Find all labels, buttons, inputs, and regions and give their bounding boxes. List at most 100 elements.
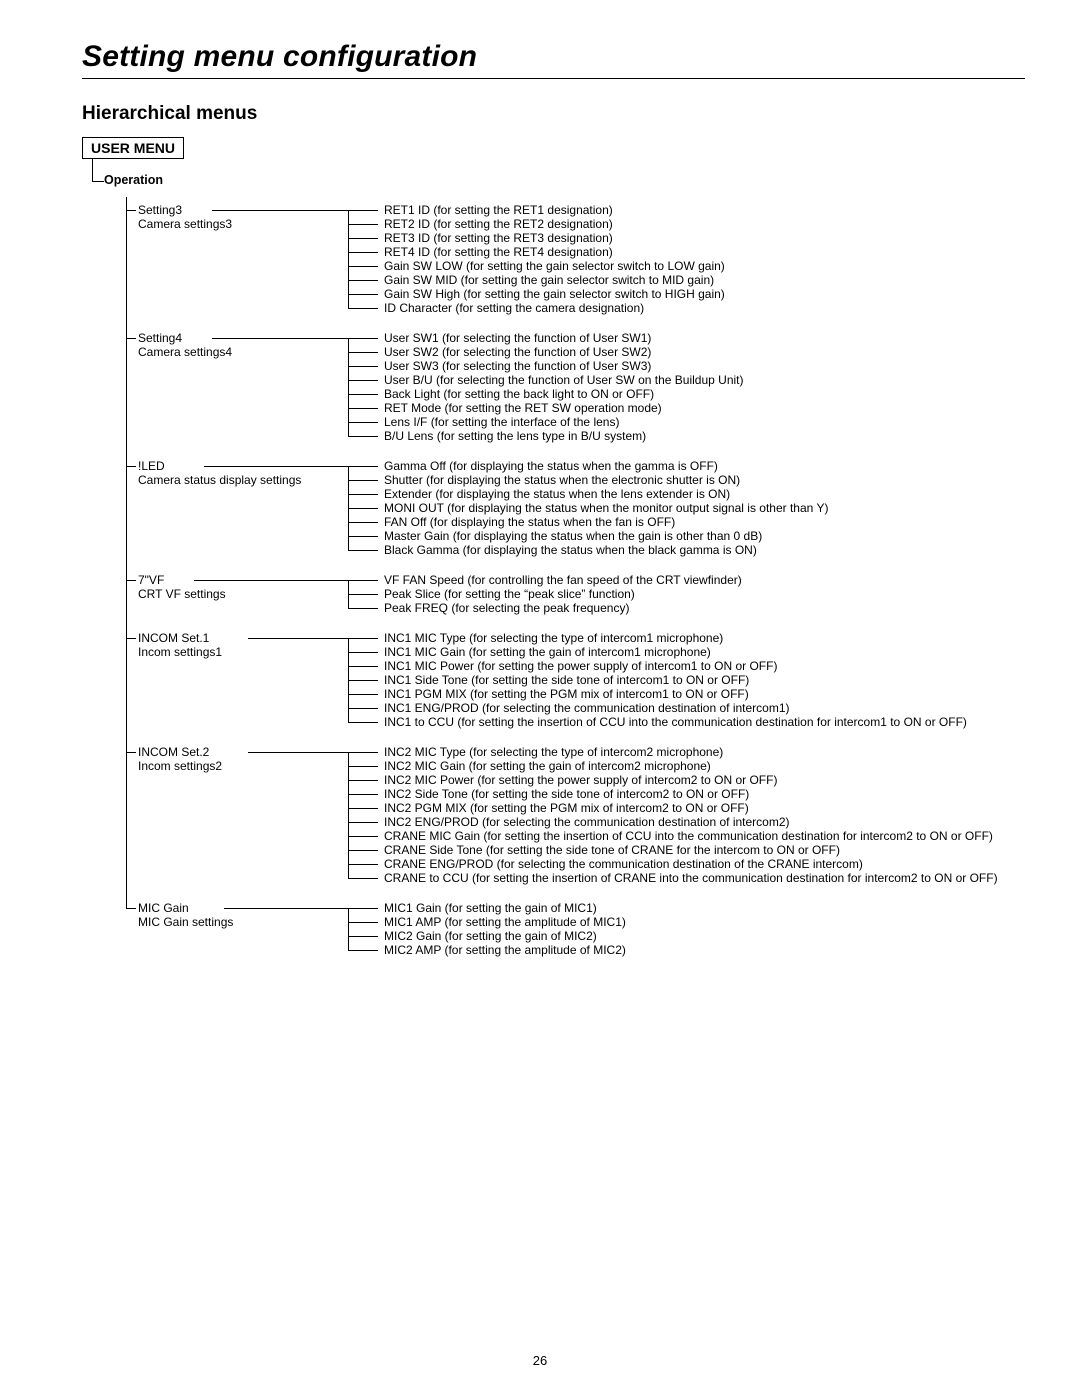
items-list: User SW1 (for selecting the function of … bbox=[348, 331, 1025, 443]
tree-tick bbox=[348, 522, 378, 523]
menu-group: !LEDCamera status display settingsGamma … bbox=[118, 459, 1025, 557]
group-left: !LEDCamera status display settings bbox=[118, 459, 348, 487]
menu-item: INC2 MIC Type (for selecting the type of… bbox=[348, 745, 1025, 759]
group-label-secondary: Camera settings4 bbox=[138, 345, 348, 359]
menu-group: INCOM Set.1Incom settings1INC1 MIC Type … bbox=[118, 631, 1025, 729]
tree-tick bbox=[126, 752, 136, 753]
group-right: INC2 MIC Type (for selecting the type of… bbox=[348, 745, 1025, 885]
tree-connector bbox=[212, 338, 348, 339]
menu-item: User B/U (for selecting the function of … bbox=[348, 373, 1025, 387]
tree-tick bbox=[348, 210, 378, 211]
group-right: MIC1 Gain (for setting the gain of MIC1)… bbox=[348, 901, 1025, 957]
tree-tick bbox=[348, 850, 378, 851]
menu-item: INC1 PGM MIX (for setting the PGM mix of… bbox=[348, 687, 1025, 701]
tree-tick bbox=[348, 408, 378, 409]
menu-item: FAN Off (for displaying the status when … bbox=[348, 515, 1025, 529]
menu-group: Setting3Camera settings3RET1 ID (for set… bbox=[118, 203, 1025, 315]
menu-item: Black Gamma (for displaying the status w… bbox=[348, 543, 1025, 557]
tree-tick bbox=[348, 266, 378, 267]
menu-item: RET3 ID (for setting the RET3 designatio… bbox=[348, 231, 1025, 245]
tree-tick bbox=[348, 822, 378, 823]
tree-tick bbox=[348, 922, 378, 923]
tree-tick bbox=[348, 224, 378, 225]
menu-item: Lens I/F (for setting the interface of t… bbox=[348, 415, 1025, 429]
menu-item: MIC1 AMP (for setting the amplitude of M… bbox=[348, 915, 1025, 929]
tree-tick bbox=[348, 536, 378, 537]
tree-connector bbox=[212, 210, 348, 211]
menu-item: INC2 Side Tone (for setting the side ton… bbox=[348, 787, 1025, 801]
tree-tick bbox=[348, 638, 378, 639]
tree-tick bbox=[348, 252, 378, 253]
items-list: RET1 ID (for setting the RET1 designatio… bbox=[348, 203, 1025, 315]
menu-item: INC1 to CCU (for setting the insertion o… bbox=[348, 715, 1025, 729]
tree-tick bbox=[348, 780, 378, 781]
menu-item: MIC2 AMP (for setting the amplitude of M… bbox=[348, 943, 1025, 957]
menu-item: Gain SW LOW (for setting the gain select… bbox=[348, 259, 1025, 273]
tree-tick bbox=[348, 352, 378, 353]
menu-item: RET1 ID (for setting the RET1 designatio… bbox=[348, 203, 1025, 217]
tree-connector bbox=[248, 638, 348, 639]
menu-item: MIC1 Gain (for setting the gain of MIC1) bbox=[348, 901, 1025, 915]
menu-item: User SW3 (for selecting the function of … bbox=[348, 359, 1025, 373]
tree-tick bbox=[348, 308, 378, 309]
items-list: VF FAN Speed (for controlling the fan sp… bbox=[348, 573, 1025, 615]
group-label-secondary: Camera status display settings bbox=[138, 473, 348, 487]
tree-tick bbox=[348, 294, 378, 295]
tree-tick bbox=[348, 950, 378, 951]
menu-item: Master Gain (for displaying the status w… bbox=[348, 529, 1025, 543]
group-right: User SW1 (for selecting the function of … bbox=[348, 331, 1025, 443]
tree-tick bbox=[348, 466, 378, 467]
tree-tick bbox=[126, 638, 136, 639]
menu-item: INC2 MIC Gain (for setting the gain of i… bbox=[348, 759, 1025, 773]
tree-tick bbox=[126, 210, 136, 211]
tree-tick bbox=[348, 494, 378, 495]
tree-tick bbox=[348, 864, 378, 865]
group-label-secondary: Incom settings1 bbox=[138, 645, 348, 659]
menu-item: Gain SW High (for setting the gain selec… bbox=[348, 287, 1025, 301]
menu-item: VF FAN Speed (for controlling the fan sp… bbox=[348, 573, 1025, 587]
tree-tick bbox=[348, 694, 378, 695]
menu-group: 7"VFCRT VF settingsVF FAN Speed (for con… bbox=[118, 573, 1025, 615]
group-label-secondary: Incom settings2 bbox=[138, 759, 348, 773]
tree-tick bbox=[348, 480, 378, 481]
groups-container: Setting3Camera settings3RET1 ID (for set… bbox=[118, 203, 1025, 957]
menu-item: RET4 ID (for setting the RET4 designatio… bbox=[348, 245, 1025, 259]
menu-item: CRANE MIC Gain (for setting the insertio… bbox=[348, 829, 1025, 843]
menu-item: B/U Lens (for setting the lens type in B… bbox=[348, 429, 1025, 443]
items-list: Gamma Off (for displaying the status whe… bbox=[348, 459, 1025, 557]
title-rule bbox=[82, 78, 1025, 79]
menu-item: INC1 MIC Gain (for setting the gain of i… bbox=[348, 645, 1025, 659]
tree-tick bbox=[348, 436, 378, 437]
menu-item: RET Mode (for setting the RET SW operati… bbox=[348, 401, 1025, 415]
tree-tick bbox=[348, 550, 378, 551]
tree-tick bbox=[348, 666, 378, 667]
menu-item: INC1 ENG/PROD (for selecting the communi… bbox=[348, 701, 1025, 715]
tree-tick bbox=[348, 608, 378, 609]
tree-tick bbox=[348, 238, 378, 239]
tree-tick bbox=[348, 808, 378, 809]
tree-tick bbox=[348, 594, 378, 595]
items-list: INC2 MIC Type (for selecting the type of… bbox=[348, 745, 1025, 885]
menu-item: ID Character (for setting the camera des… bbox=[348, 301, 1025, 315]
group-right: Gamma Off (for displaying the status whe… bbox=[348, 459, 1025, 557]
menu-item: INC2 MIC Power (for setting the power su… bbox=[348, 773, 1025, 787]
group-left: 7"VFCRT VF settings bbox=[118, 573, 348, 601]
tree-connector bbox=[194, 580, 348, 581]
tree-tick bbox=[348, 280, 378, 281]
group-label-secondary: MIC Gain settings bbox=[138, 915, 348, 929]
tree-tick bbox=[348, 908, 378, 909]
tree-tick bbox=[348, 752, 378, 753]
tree-tick bbox=[348, 936, 378, 937]
group-left: MIC GainMIC Gain settings bbox=[118, 901, 348, 929]
group-left: INCOM Set.2Incom settings2 bbox=[118, 745, 348, 773]
tree-tick bbox=[126, 338, 136, 339]
group-left: INCOM Set.1Incom settings1 bbox=[118, 631, 348, 659]
tree-tick bbox=[348, 422, 378, 423]
menu-item: CRANE ENG/PROD (for selecting the commun… bbox=[348, 857, 1025, 871]
tree-tick bbox=[348, 380, 378, 381]
tree-tick bbox=[348, 652, 378, 653]
tree-tick bbox=[348, 794, 378, 795]
tree-tick bbox=[348, 680, 378, 681]
tree-tick bbox=[348, 722, 378, 723]
operation-label: Operation bbox=[104, 173, 1025, 187]
